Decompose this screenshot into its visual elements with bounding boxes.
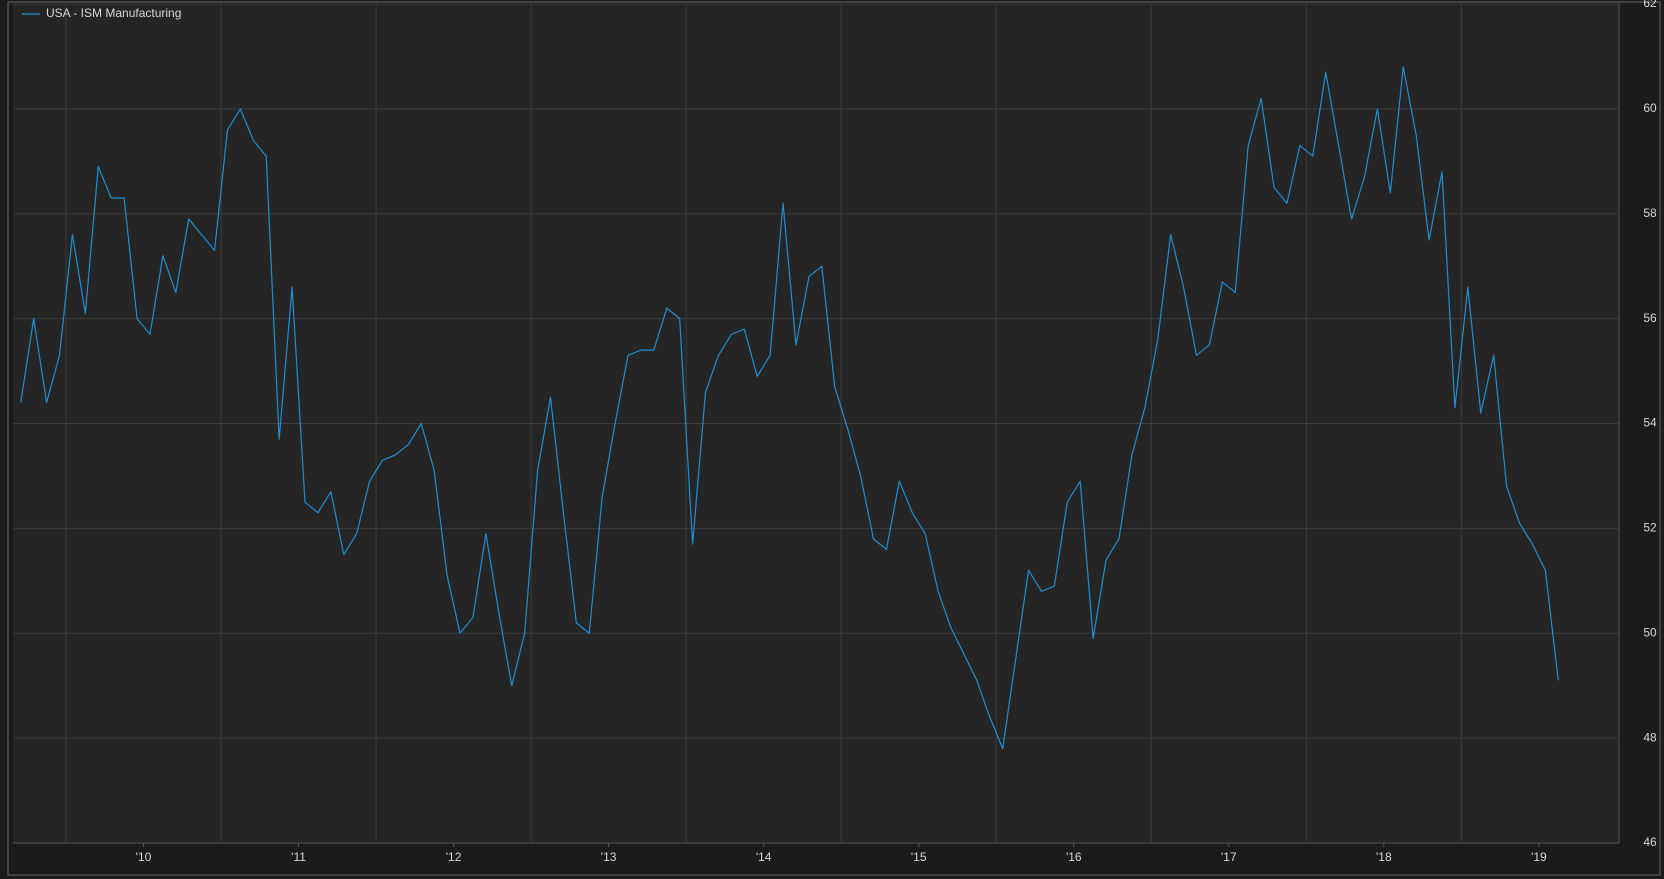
x-tick-label: '12 xyxy=(446,850,462,864)
x-tick-label: '19 xyxy=(1531,850,1547,864)
y-tick-label: 52 xyxy=(1643,521,1657,535)
series-line xyxy=(20,66,1559,750)
x-tick-label: '17 xyxy=(1221,850,1237,864)
y-tick-label: 62 xyxy=(1643,0,1657,10)
y-tick-label: 48 xyxy=(1643,730,1657,744)
frame xyxy=(7,1,1661,876)
y-tick-label: 50 xyxy=(1643,625,1657,639)
y-tick-label: 56 xyxy=(1643,311,1657,325)
y-tick-label: 60 xyxy=(1643,101,1657,115)
y-tick-label: 58 xyxy=(1643,206,1657,220)
y-tick-label: 54 xyxy=(1643,416,1657,430)
x-tick-label: '15 xyxy=(911,850,927,864)
x-tick-label: '11 xyxy=(291,850,306,864)
x-tick-label: '16 xyxy=(1066,850,1082,864)
x-tick-label: '18 xyxy=(1376,850,1392,864)
legend-label: USA - ISM Manufacturing xyxy=(46,6,181,20)
y-tick-label: 46 xyxy=(1643,835,1657,849)
x-tick-label: '14 xyxy=(756,850,772,864)
x-tick-label: '13 xyxy=(601,850,617,864)
x-tick-label: '10 xyxy=(136,850,152,864)
